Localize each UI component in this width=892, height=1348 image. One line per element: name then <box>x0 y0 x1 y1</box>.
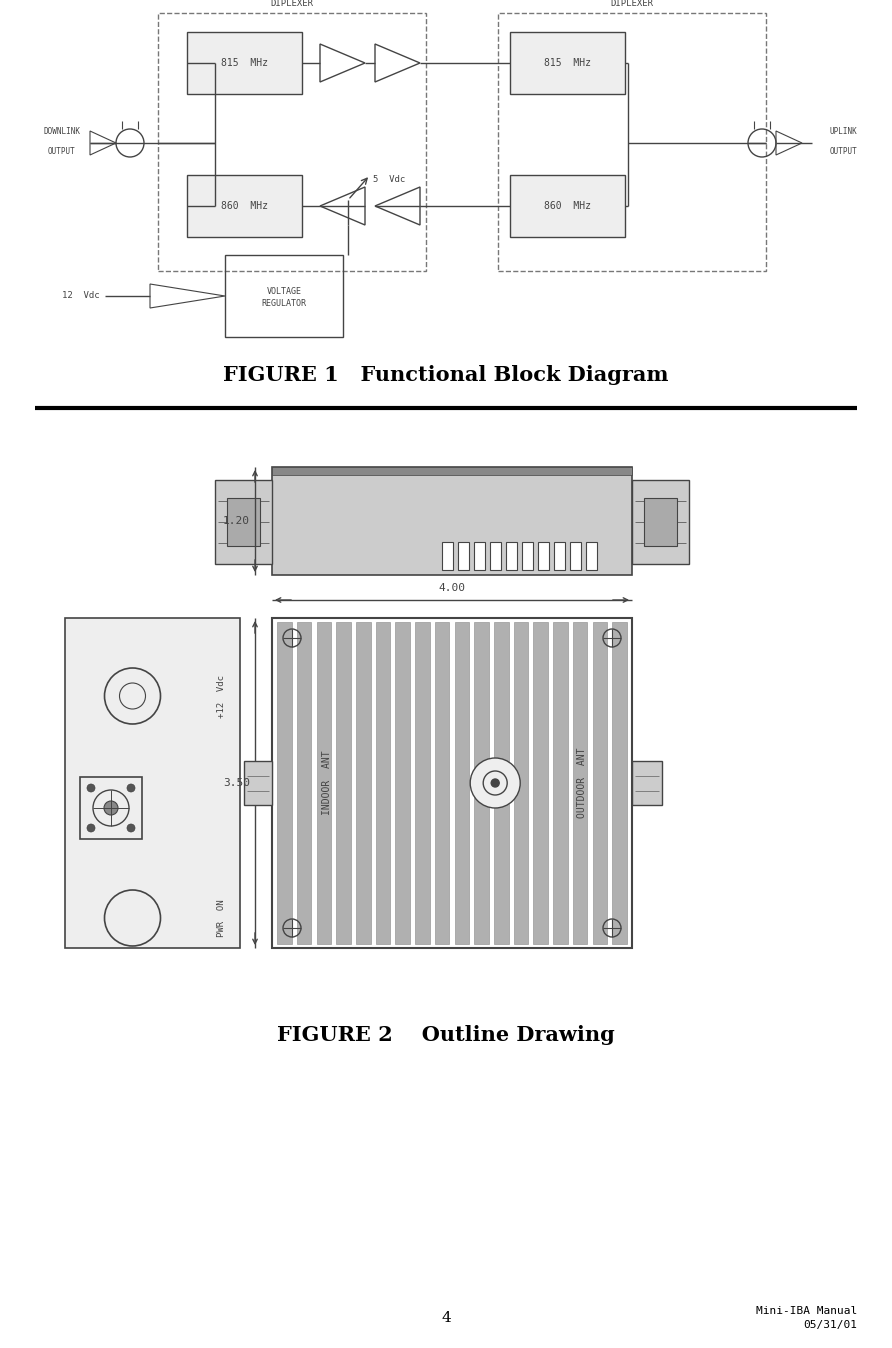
Bar <box>592 621 607 944</box>
Bar <box>80 776 142 838</box>
Text: DIPLEXER: DIPLEXER <box>270 0 313 8</box>
Circle shape <box>470 758 520 807</box>
Circle shape <box>127 824 135 832</box>
Text: DIPLEXER: DIPLEXER <box>610 0 654 8</box>
Bar <box>510 175 625 237</box>
Bar <box>632 762 662 805</box>
Bar <box>376 621 391 944</box>
Bar <box>474 542 485 570</box>
Text: DOWNLINK: DOWNLINK <box>44 127 80 136</box>
Text: 4.00: 4.00 <box>439 582 466 593</box>
Text: VOLTAGE: VOLTAGE <box>267 287 301 295</box>
Bar <box>533 621 548 944</box>
Text: REGULATOR: REGULATOR <box>261 299 307 309</box>
Text: 860  MHz: 860 MHz <box>221 201 268 212</box>
Bar <box>336 621 351 944</box>
Text: +12  Vdc: +12 Vdc <box>218 674 227 717</box>
Bar <box>553 621 567 944</box>
Text: 860  MHz: 860 MHz <box>544 201 591 212</box>
Bar <box>272 466 632 576</box>
Bar <box>506 542 517 570</box>
Circle shape <box>491 779 500 787</box>
Bar <box>554 542 565 570</box>
Text: 05/31/01: 05/31/01 <box>803 1320 857 1330</box>
Bar <box>434 621 450 944</box>
Bar <box>272 617 632 948</box>
Text: 815  MHz: 815 MHz <box>544 58 591 67</box>
Text: Mini-IBA Manual: Mini-IBA Manual <box>756 1306 857 1316</box>
Circle shape <box>87 824 95 832</box>
Bar <box>158 13 426 271</box>
Bar <box>215 480 272 563</box>
Text: UPLINK: UPLINK <box>830 127 858 136</box>
Text: 3.50: 3.50 <box>223 778 250 789</box>
Text: 815  MHz: 815 MHz <box>221 58 268 67</box>
Bar <box>586 542 597 570</box>
Bar <box>570 542 581 570</box>
Bar <box>272 466 632 474</box>
Text: PWR  ON: PWR ON <box>218 899 227 937</box>
Bar <box>455 621 469 944</box>
Bar <box>632 480 689 563</box>
Text: OUTPUT: OUTPUT <box>830 147 858 156</box>
Bar <box>277 621 292 944</box>
Bar <box>225 255 343 337</box>
Bar <box>317 621 331 944</box>
Bar <box>498 13 766 271</box>
Bar <box>442 542 453 570</box>
Bar <box>612 621 627 944</box>
Bar <box>510 32 625 94</box>
Bar <box>573 621 588 944</box>
Bar <box>644 497 677 546</box>
Bar <box>356 621 370 944</box>
Text: OUTPUT: OUTPUT <box>48 147 76 156</box>
Text: 4: 4 <box>442 1312 450 1325</box>
Bar <box>227 497 260 546</box>
Text: OUTDOOR  ANT: OUTDOOR ANT <box>577 748 587 818</box>
Bar <box>494 621 508 944</box>
Circle shape <box>87 785 95 793</box>
Circle shape <box>127 785 135 793</box>
Bar <box>475 621 489 944</box>
Bar <box>187 175 302 237</box>
Bar <box>395 621 410 944</box>
Circle shape <box>104 801 118 816</box>
Bar <box>297 621 311 944</box>
Bar <box>187 32 302 94</box>
Text: FIGURE 2    Outline Drawing: FIGURE 2 Outline Drawing <box>277 1024 615 1045</box>
Bar <box>244 762 272 805</box>
Bar <box>514 621 528 944</box>
Bar <box>522 542 533 570</box>
Bar <box>490 542 501 570</box>
Bar <box>458 542 469 570</box>
Bar <box>415 621 430 944</box>
Text: 12  Vdc: 12 Vdc <box>62 291 100 301</box>
Text: 1.20: 1.20 <box>223 516 250 526</box>
Bar <box>538 542 549 570</box>
Text: FIGURE 1   Functional Block Diagram: FIGURE 1 Functional Block Diagram <box>223 365 669 386</box>
Bar <box>65 617 240 948</box>
Text: INDOOR  ANT: INDOOR ANT <box>322 751 332 816</box>
Text: 5  Vdc: 5 Vdc <box>373 175 405 185</box>
